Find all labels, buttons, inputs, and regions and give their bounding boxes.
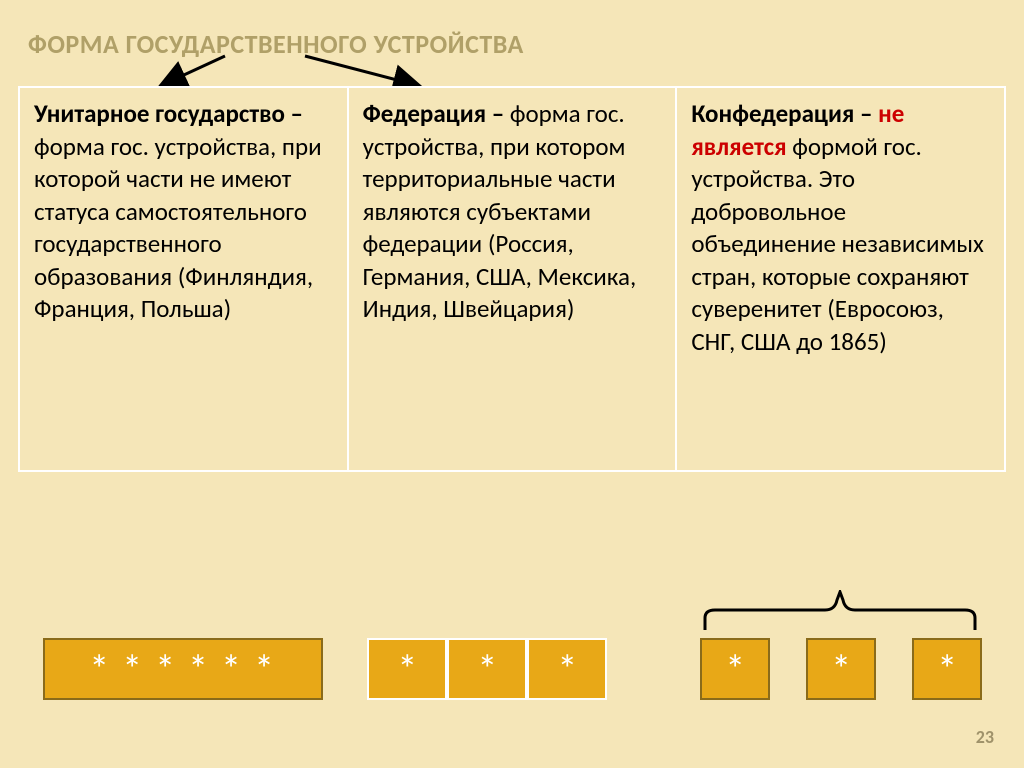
cell-unitary: Унитарное государство – форма гос. устро… — [19, 87, 348, 471]
boxes-row: * * * * * * * * * * * * — [18, 638, 1006, 700]
unitary-body: форма гос. устройства, при которой части… — [34, 131, 322, 325]
unitary-box: * * * * * * — [43, 638, 323, 700]
fed-box-3: * — [527, 638, 607, 700]
conf-box-3: * — [912, 638, 982, 700]
definitions-table: Унитарное государство – форма гос. устро… — [18, 86, 1006, 472]
confederation-box-wrap: * * * — [677, 638, 1006, 700]
fed-box-1: * — [367, 638, 447, 700]
federation-heading: Федерация – — [363, 98, 510, 129]
federation-box-wrap: * * * — [347, 638, 676, 700]
confederation-group: * * * — [700, 638, 982, 700]
federation-body: форма гос. устройства, при котором терри… — [363, 98, 637, 324]
confederation-heading: Конфедерация — [691, 98, 860, 129]
page-number: 23 — [976, 726, 994, 748]
confederation-body: формой гос. устройства. Это добровольное… — [691, 131, 984, 357]
unitary-box-wrap: * * * * * * — [18, 638, 347, 700]
fed-box-2: * — [447, 638, 527, 700]
cell-federation: Федерация – форма гос. устройства, при к… — [348, 87, 677, 471]
conf-box-2: * — [806, 638, 876, 700]
conf-box-1: * — [700, 638, 770, 700]
slide-title: ФОРМА ГОСУДАРСТВЕННОГО УСТРОЙСТВА — [28, 28, 524, 60]
federation-group: * * * — [367, 638, 607, 700]
unitary-heading: Унитарное государство – — [34, 98, 303, 129]
confederation-brace — [695, 590, 985, 634]
confederation-dash: – — [860, 98, 878, 129]
cell-confederation: Конфедерация – не является формой гос. у… — [676, 87, 1005, 471]
